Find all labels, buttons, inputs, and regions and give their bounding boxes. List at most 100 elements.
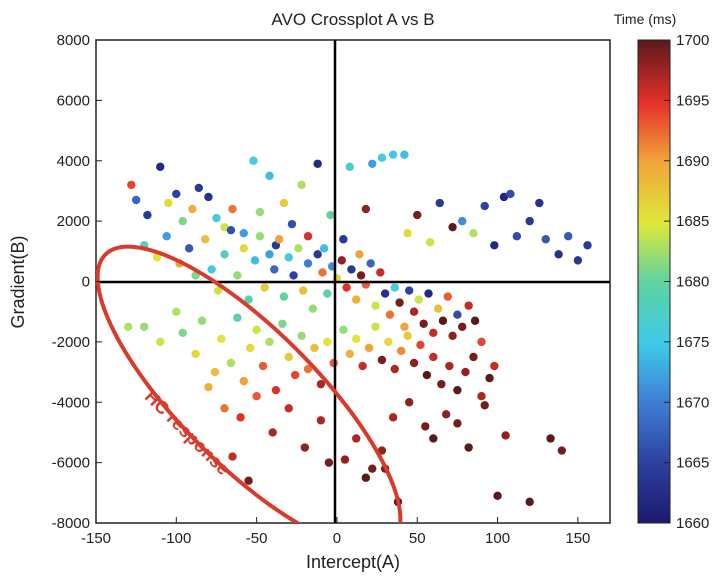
- y-tick-label: -4000: [52, 394, 90, 411]
- data-point: [178, 216, 187, 226]
- data-point: [435, 198, 444, 208]
- data-point: [448, 331, 457, 341]
- y-tick-label: 4000: [57, 153, 90, 170]
- data-point: [395, 298, 404, 307]
- data-point: [396, 346, 406, 356]
- data-point: [201, 235, 210, 244]
- data-point: [313, 250, 322, 259]
- data-point: [303, 364, 313, 374]
- data-point: [564, 232, 573, 241]
- data-point: [458, 322, 467, 331]
- colorbar-ticks: 1700 1695 1690 1685 1680 1675 1670 1665 1660: [664, 32, 709, 532]
- data-point: [226, 358, 236, 368]
- data-point: [337, 256, 346, 265]
- data-point: [424, 289, 433, 298]
- data-point: [289, 271, 298, 280]
- data-point: [380, 289, 390, 298]
- data-point: [323, 337, 332, 347]
- data-point: [390, 364, 399, 374]
- y-tick-label: 8000: [57, 32, 90, 49]
- data-point: [388, 150, 398, 159]
- data-point: [255, 232, 265, 241]
- data-point: [249, 156, 258, 165]
- data-point: [453, 310, 462, 319]
- data-point: [366, 259, 375, 268]
- chart-title: AVO Crossplot A vs B: [271, 10, 434, 29]
- data-point: [156, 337, 165, 347]
- data-point: [458, 216, 467, 226]
- data-point: [352, 295, 361, 304]
- data-point: [239, 244, 248, 253]
- data-point: [477, 337, 486, 347]
- data-point: [464, 301, 473, 310]
- data-point: [255, 207, 265, 217]
- data-point: [352, 434, 361, 443]
- data-point: [388, 413, 398, 422]
- data-point: [448, 222, 457, 232]
- data-point: [233, 313, 242, 322]
- colorbar-tick-label: 1665: [676, 455, 709, 472]
- data-point: [329, 358, 338, 368]
- hc-response-ellipse: [96, 244, 403, 523]
- data-point: [464, 443, 473, 452]
- data-point: [403, 229, 412, 238]
- data-point: [433, 304, 443, 313]
- data-point: [356, 271, 366, 280]
- data-point: [265, 171, 274, 181]
- data-point: [236, 413, 245, 422]
- data-point: [284, 404, 293, 413]
- data-point: [319, 244, 329, 253]
- data-point: [131, 195, 141, 205]
- colorbar-tick-label: 1670: [676, 394, 709, 411]
- data-point: [512, 232, 522, 241]
- y-axis-label: Gradient(B): [8, 235, 28, 328]
- data-point: [583, 241, 592, 250]
- data-point: [352, 334, 361, 344]
- data-point: [342, 283, 351, 292]
- y-tick-label: -8000: [52, 515, 90, 532]
- data-point: [345, 162, 354, 171]
- data-point: [316, 379, 326, 389]
- data-point: [470, 316, 480, 325]
- data-point: [318, 268, 327, 277]
- data-point: [152, 253, 162, 262]
- data-point: [340, 455, 350, 464]
- data-point: [443, 292, 452, 301]
- data-point: [204, 382, 213, 392]
- x-tick-label: -50: [246, 530, 268, 547]
- data-point: [437, 379, 446, 389]
- data-point: [400, 322, 409, 331]
- data-point: [385, 310, 395, 319]
- y-tick-label: -2000: [52, 334, 90, 351]
- data-point: [339, 235, 348, 244]
- data-point: [535, 198, 544, 208]
- x-tick-label: -150: [81, 530, 111, 547]
- colorbar-tick-label: 1680: [676, 274, 709, 291]
- data-point: [347, 265, 356, 274]
- data-point: [416, 340, 425, 350]
- data-point: [303, 232, 313, 241]
- data-point: [308, 304, 318, 313]
- data-point: [422, 370, 432, 380]
- data-point: [506, 189, 515, 199]
- data-point: [239, 229, 248, 238]
- data-point: [361, 473, 371, 482]
- data-point: [438, 316, 448, 325]
- data-point: [191, 349, 200, 359]
- data-point: [207, 265, 216, 274]
- data-point: [525, 497, 534, 507]
- data-point: [469, 352, 478, 362]
- data-point: [429, 434, 438, 443]
- data-point: [244, 476, 253, 485]
- data-point: [405, 398, 414, 407]
- data-point: [123, 322, 133, 331]
- data-point: [212, 213, 221, 223]
- data-point: [313, 159, 322, 168]
- data-point: [303, 259, 313, 268]
- data-point: [228, 452, 237, 461]
- data-point: [284, 253, 293, 262]
- data-point: [246, 343, 255, 353]
- data-point: [371, 322, 380, 331]
- data-point: [421, 422, 430, 431]
- data-point: [371, 301, 380, 310]
